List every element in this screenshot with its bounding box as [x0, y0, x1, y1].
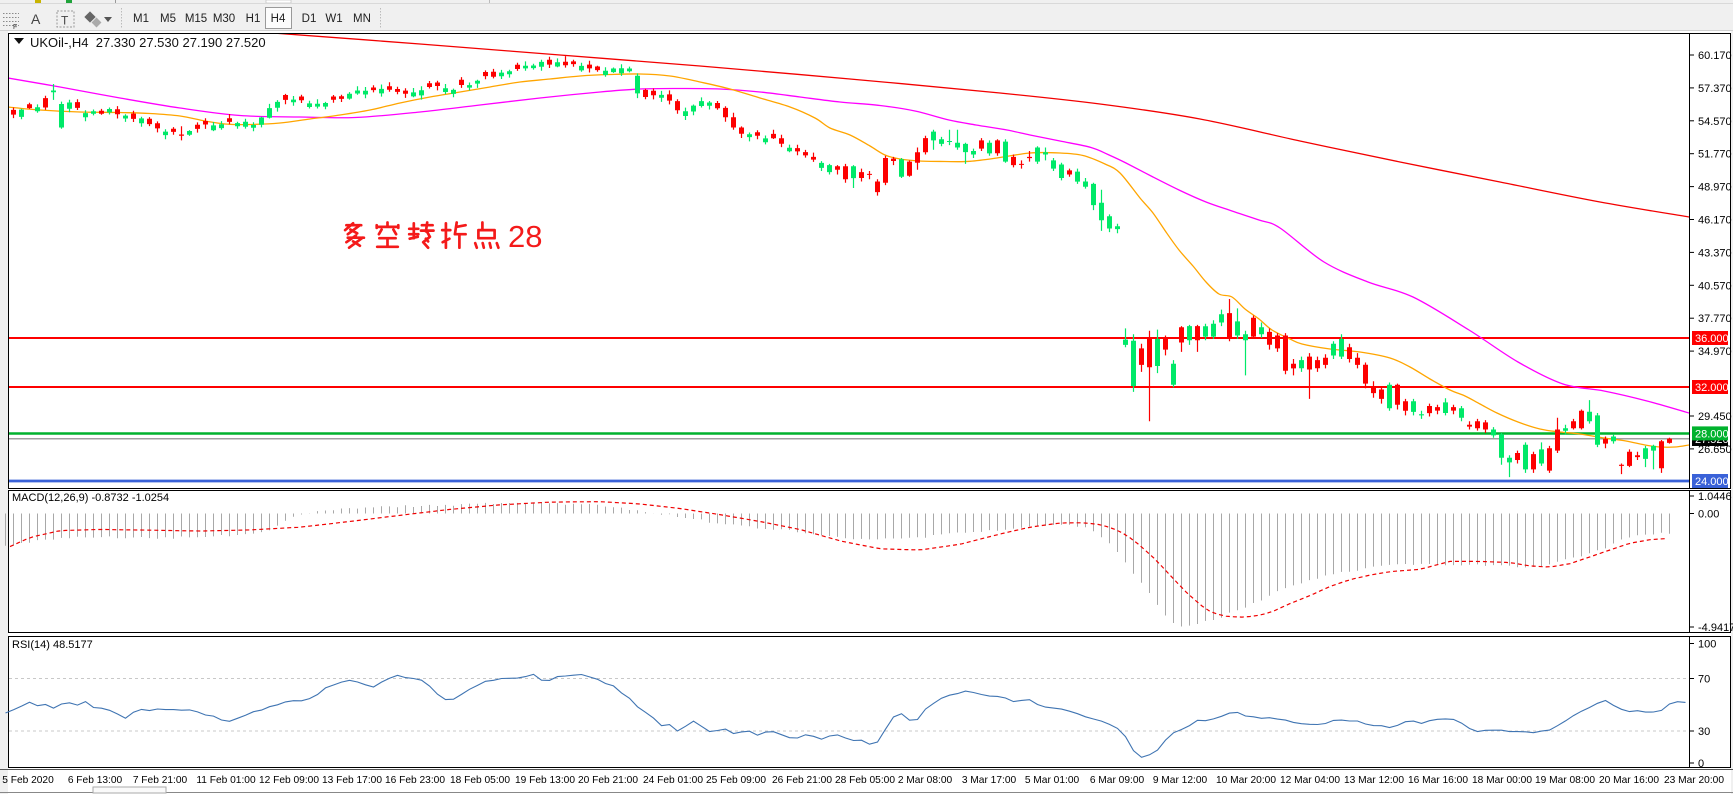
svg-text:51.770: 51.770	[1698, 149, 1732, 161]
svg-text:3 Mar 17:00: 3 Mar 17:00	[962, 775, 1017, 786]
svg-text:40.570: 40.570	[1698, 280, 1732, 292]
svg-text:2 Mar 08:00: 2 Mar 08:00	[898, 775, 953, 786]
svg-text:M15: M15	[185, 13, 207, 25]
svg-text:T: T	[61, 14, 69, 28]
svg-text:-4.9417: -4.9417	[1698, 622, 1733, 634]
svg-text:H4: H4	[271, 13, 286, 25]
svg-text:54.570: 54.570	[1698, 116, 1732, 128]
svg-text:16 Mar 16:00: 16 Mar 16:00	[1408, 775, 1468, 786]
svg-text:36.000: 36.000	[1695, 333, 1729, 345]
svg-text:43.370: 43.370	[1698, 247, 1732, 259]
svg-text:MACD(12,26,9) -0.8732 -1.0254: MACD(12,26,9) -0.8732 -1.0254	[12, 492, 169, 504]
svg-text:18 Feb 05:00: 18 Feb 05:00	[450, 775, 510, 786]
svg-text:30: 30	[1698, 726, 1710, 738]
svg-text:46.170: 46.170	[1698, 215, 1732, 227]
svg-text:25 Feb 09:00: 25 Feb 09:00	[706, 775, 766, 786]
svg-text:37.770: 37.770	[1698, 313, 1732, 325]
svg-text:H1: H1	[246, 13, 261, 25]
svg-text:26.650: 26.650	[1698, 444, 1732, 456]
svg-text:70: 70	[1698, 674, 1710, 686]
svg-text:F: F	[13, 24, 17, 31]
svg-text:5 Feb 2020: 5 Feb 2020	[2, 775, 54, 786]
svg-text:18 Mar 00:00: 18 Mar 00:00	[1472, 775, 1532, 786]
svg-text:10 Mar 20:00: 10 Mar 20:00	[1216, 775, 1276, 786]
svg-text:13 Mar 12:00: 13 Mar 12:00	[1344, 775, 1404, 786]
svg-text:9 Mar 12:00: 9 Mar 12:00	[1153, 775, 1208, 786]
svg-text:5 Mar 01:00: 5 Mar 01:00	[1025, 775, 1080, 786]
svg-text:28.000: 28.000	[1695, 428, 1729, 440]
svg-text:34.970: 34.970	[1698, 346, 1732, 358]
svg-text:6 Mar 09:00: 6 Mar 09:00	[1090, 775, 1145, 786]
svg-text:28: 28	[508, 219, 542, 254]
svg-text:16 Feb 23:00: 16 Feb 23:00	[385, 775, 445, 786]
svg-text:60.170: 60.170	[1698, 50, 1732, 62]
svg-text:23 Mar 20:00: 23 Mar 20:00	[1664, 775, 1724, 786]
svg-text:D1: D1	[302, 13, 317, 25]
svg-text:M30: M30	[213, 13, 235, 25]
svg-text:UKOil-,H4 27.330 27.530 27.19: UKOil-,H4 27.330 27.530 27.190 27.520	[30, 35, 266, 50]
svg-text:32.000: 32.000	[1695, 382, 1729, 394]
svg-text:100: 100	[1698, 639, 1716, 651]
svg-text:0.00: 0.00	[1698, 509, 1719, 521]
svg-text:29.450: 29.450	[1698, 411, 1732, 423]
svg-text:24 Feb 01:00: 24 Feb 01:00	[643, 775, 703, 786]
svg-text:0: 0	[1698, 758, 1704, 770]
svg-text:12 Mar 04:00: 12 Mar 04:00	[1280, 775, 1340, 786]
svg-text:28 Feb 05:00: 28 Feb 05:00	[835, 775, 895, 786]
svg-text:MN: MN	[353, 13, 371, 25]
svg-text:RSI(14) 48.5177: RSI(14) 48.5177	[12, 639, 93, 651]
svg-text:7 Feb 21:00: 7 Feb 21:00	[133, 775, 188, 786]
svg-text:19 Mar 08:00: 19 Mar 08:00	[1535, 775, 1595, 786]
svg-text:M5: M5	[160, 13, 176, 25]
svg-text:W1: W1	[325, 13, 342, 25]
svg-text:M1: M1	[133, 13, 149, 25]
svg-text:1.0446: 1.0446	[1698, 491, 1732, 503]
svg-text:57.370: 57.370	[1698, 83, 1732, 95]
svg-text:20 Feb 21:00: 20 Feb 21:00	[578, 775, 638, 786]
svg-text:13 Feb 17:00: 13 Feb 17:00	[322, 775, 382, 786]
svg-text:12 Feb 09:00: 12 Feb 09:00	[259, 775, 319, 786]
svg-text:19 Feb 13:00: 19 Feb 13:00	[515, 775, 575, 786]
svg-text:26 Feb 21:00: 26 Feb 21:00	[772, 775, 832, 786]
svg-text:A: A	[31, 11, 41, 27]
svg-text:20 Mar 16:00: 20 Mar 16:00	[1599, 775, 1659, 786]
svg-text:24.000: 24.000	[1695, 476, 1729, 488]
svg-text:11 Feb 01:00: 11 Feb 01:00	[196, 775, 256, 786]
svg-text:48.970: 48.970	[1698, 182, 1732, 194]
svg-text:6 Feb 13:00: 6 Feb 13:00	[68, 775, 123, 786]
